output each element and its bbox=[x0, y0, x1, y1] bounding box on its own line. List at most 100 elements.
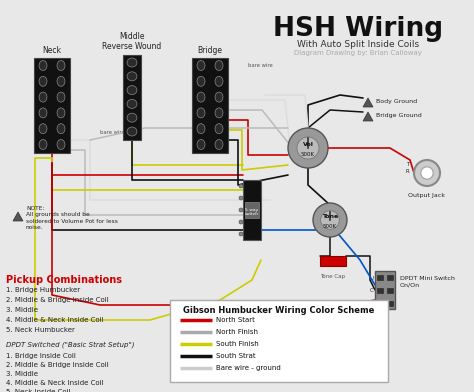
Text: 5 way
switch: 5 way switch bbox=[245, 208, 259, 216]
Text: 3. Middle: 3. Middle bbox=[6, 371, 38, 377]
Text: Tone: Tone bbox=[322, 214, 338, 218]
Bar bbox=[377, 274, 383, 279]
Ellipse shape bbox=[39, 140, 47, 149]
Ellipse shape bbox=[57, 108, 65, 118]
Ellipse shape bbox=[39, 76, 47, 86]
Text: Diagram Drawing by: Brian Calloway: Diagram Drawing by: Brian Calloway bbox=[294, 50, 422, 56]
Text: Pickup Combinations: Pickup Combinations bbox=[6, 275, 122, 285]
Ellipse shape bbox=[197, 60, 205, 71]
Text: Middle
Reverse Wound: Middle Reverse Wound bbox=[102, 32, 162, 51]
Ellipse shape bbox=[197, 124, 205, 134]
Text: DPDT Mini Switch
On/On: DPDT Mini Switch On/On bbox=[400, 276, 455, 288]
Ellipse shape bbox=[39, 108, 47, 118]
Text: bare wire: bare wire bbox=[100, 131, 125, 136]
Bar bbox=[243, 180, 261, 240]
Text: With Auto Split Inside Coils: With Auto Split Inside Coils bbox=[297, 40, 419, 49]
Circle shape bbox=[421, 167, 433, 179]
Ellipse shape bbox=[215, 124, 223, 134]
Text: 1. Bridge Inside Coil: 1. Bridge Inside Coil bbox=[6, 353, 76, 359]
Circle shape bbox=[239, 208, 243, 212]
Ellipse shape bbox=[127, 100, 137, 109]
Polygon shape bbox=[363, 98, 373, 107]
Text: Body Ground: Body Ground bbox=[376, 98, 417, 103]
Ellipse shape bbox=[215, 76, 223, 86]
Ellipse shape bbox=[127, 127, 137, 136]
Ellipse shape bbox=[127, 85, 137, 94]
Ellipse shape bbox=[39, 124, 47, 134]
Text: 1. Bridge Humbucker: 1. Bridge Humbucker bbox=[6, 287, 80, 293]
Ellipse shape bbox=[197, 108, 205, 118]
Circle shape bbox=[297, 137, 319, 159]
Text: bare wire: bare wire bbox=[248, 62, 273, 67]
Circle shape bbox=[239, 232, 243, 236]
Text: U: U bbox=[370, 276, 374, 281]
Text: R: R bbox=[405, 169, 409, 174]
Text: 5. Neck Inside Coil: 5. Neck Inside Coil bbox=[6, 389, 71, 392]
Ellipse shape bbox=[215, 92, 223, 102]
Bar bbox=[387, 274, 393, 279]
Text: 3. Middle: 3. Middle bbox=[6, 307, 38, 313]
Text: 2. Middle & Bridge Inside Coil: 2. Middle & Bridge Inside Coil bbox=[6, 297, 109, 303]
Circle shape bbox=[239, 196, 243, 200]
Bar bbox=[245, 202, 259, 218]
Text: North Start: North Start bbox=[216, 317, 255, 323]
Ellipse shape bbox=[57, 60, 65, 71]
Text: 500K: 500K bbox=[301, 151, 315, 156]
Text: DPDT Switched ("Basic Strat Setup"): DPDT Switched ("Basic Strat Setup") bbox=[6, 341, 135, 348]
Circle shape bbox=[239, 184, 243, 188]
Ellipse shape bbox=[215, 140, 223, 149]
Circle shape bbox=[239, 220, 243, 224]
Bar bbox=[387, 287, 393, 292]
Text: South Strat: South Strat bbox=[216, 353, 255, 359]
Bar bbox=[375, 271, 395, 309]
Ellipse shape bbox=[215, 108, 223, 118]
Ellipse shape bbox=[57, 140, 65, 149]
Text: Bridge: Bridge bbox=[198, 46, 222, 55]
Text: HSH Wiring: HSH Wiring bbox=[273, 16, 443, 42]
Circle shape bbox=[320, 211, 339, 229]
Text: Neck: Neck bbox=[43, 46, 62, 55]
Bar bbox=[170, 300, 388, 382]
Ellipse shape bbox=[197, 140, 205, 149]
Text: Bare wire - ground: Bare wire - ground bbox=[216, 365, 281, 371]
Text: 4. Middle & Neck Inside Coil: 4. Middle & Neck Inside Coil bbox=[6, 317, 104, 323]
Text: 5. Neck Humbucker: 5. Neck Humbucker bbox=[6, 327, 75, 333]
Text: D: D bbox=[370, 299, 374, 305]
Ellipse shape bbox=[57, 92, 65, 102]
Circle shape bbox=[414, 160, 440, 186]
Circle shape bbox=[313, 203, 347, 237]
Ellipse shape bbox=[127, 113, 137, 122]
Text: Bridge Ground: Bridge Ground bbox=[376, 113, 422, 118]
Ellipse shape bbox=[127, 72, 137, 81]
Ellipse shape bbox=[197, 76, 205, 86]
Bar bbox=[192, 58, 228, 152]
Ellipse shape bbox=[57, 76, 65, 86]
Text: 500K: 500K bbox=[323, 223, 337, 229]
Ellipse shape bbox=[127, 58, 137, 67]
Ellipse shape bbox=[197, 92, 205, 102]
Bar bbox=[387, 301, 393, 305]
Bar bbox=[377, 287, 383, 292]
Circle shape bbox=[288, 128, 328, 168]
Text: T: T bbox=[406, 162, 409, 167]
Bar bbox=[377, 301, 383, 305]
Text: South Finish: South Finish bbox=[216, 341, 259, 347]
Ellipse shape bbox=[215, 60, 223, 71]
Text: Vol: Vol bbox=[302, 142, 313, 147]
Polygon shape bbox=[363, 112, 373, 121]
Text: Gibson Humbucker Wiring Color Scheme: Gibson Humbucker Wiring Color Scheme bbox=[183, 306, 374, 315]
Text: 2. Middle & Bridge Inside Coil: 2. Middle & Bridge Inside Coil bbox=[6, 362, 109, 368]
Ellipse shape bbox=[57, 124, 65, 134]
Ellipse shape bbox=[39, 60, 47, 71]
Bar bbox=[34, 58, 70, 152]
Polygon shape bbox=[13, 212, 23, 221]
Bar bbox=[123, 54, 141, 140]
Text: Tone Cap: Tone Cap bbox=[320, 274, 346, 279]
Text: North Finish: North Finish bbox=[216, 329, 258, 335]
Text: C: C bbox=[370, 287, 374, 292]
Text: 4. Middle & Neck Inside Coil: 4. Middle & Neck Inside Coil bbox=[6, 380, 104, 386]
Text: Output Jack: Output Jack bbox=[409, 193, 446, 198]
Ellipse shape bbox=[39, 92, 47, 102]
Text: NOTE:
All grounds should be
soldered to Volume Pot for less
noise.: NOTE: All grounds should be soldered to … bbox=[26, 206, 118, 230]
Bar bbox=[320, 256, 346, 266]
